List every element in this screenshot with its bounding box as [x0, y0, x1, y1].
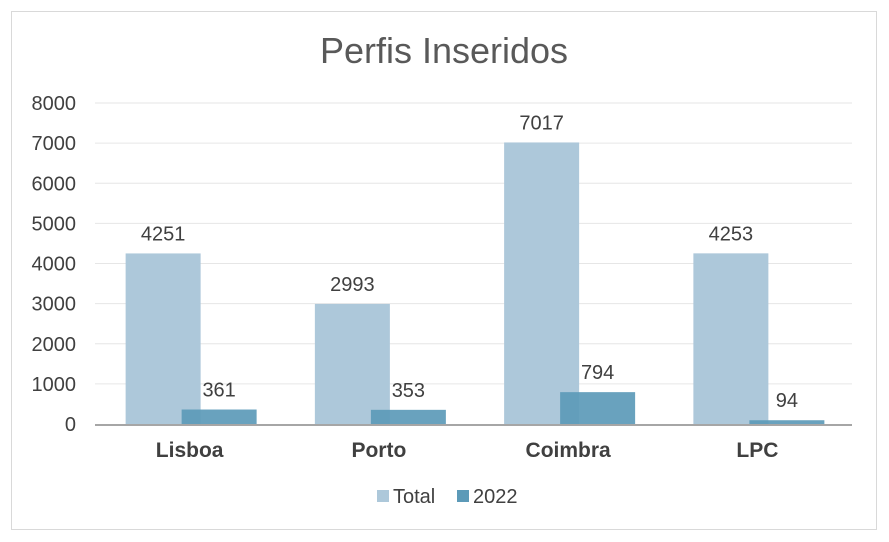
data-label-2022-lpc: 94 — [776, 390, 798, 412]
data-label-2022-porto: 353 — [392, 380, 425, 402]
data-labels: 4251 361 2993 353 7017 794 4253 94 — [141, 112, 798, 412]
bar-2022-porto — [370, 409, 446, 424]
x-axis-ticks: Lisboa Porto Coimbra LPC — [156, 439, 779, 462]
x-tick-label: LPC — [736, 439, 778, 462]
bar-total-porto — [314, 303, 390, 424]
data-label-total-coimbra: 7017 — [519, 112, 564, 134]
x-tick-label: Coimbra — [526, 439, 612, 462]
y-tick-label: 5000 — [32, 213, 77, 235]
y-tick-label: 3000 — [32, 294, 77, 316]
data-label-2022-lisboa: 361 — [202, 380, 235, 402]
legend-swatch-total — [377, 490, 389, 502]
legend-label-2022: 2022 — [473, 486, 518, 508]
chart-title: Perfis Inseridos — [320, 30, 568, 71]
bar-2022-lisboa — [181, 409, 257, 424]
legend: Total 2022 — [377, 486, 518, 508]
bar-total-lpc — [693, 253, 769, 424]
y-tick-label: 4000 — [32, 254, 77, 276]
y-tick-label: 2000 — [32, 334, 77, 356]
data-label-total-porto: 2993 — [330, 274, 375, 296]
legend-label-total: Total — [393, 486, 435, 508]
y-tick-label: 1000 — [32, 374, 77, 396]
legend-swatch-2022 — [457, 490, 469, 502]
y-tick-label: 8000 — [32, 93, 77, 115]
data-label-total-lpc: 4253 — [709, 223, 754, 245]
y-tick-label: 7000 — [32, 133, 77, 155]
bar-total-lisboa — [125, 253, 201, 424]
x-tick-label: Lisboa — [156, 439, 224, 462]
bars — [125, 142, 825, 424]
data-label-total-lisboa: 4251 — [141, 223, 186, 245]
y-axis-ticks: 0 1000 2000 3000 4000 5000 6000 7000 8000 — [32, 93, 77, 436]
y-tick-label: 0 — [65, 414, 76, 436]
bar-2022-coimbra — [560, 392, 636, 424]
bar-2022-lpc — [749, 420, 825, 424]
x-tick-label: Porto — [351, 439, 406, 462]
data-label-2022-coimbra: 794 — [581, 362, 614, 384]
bar-total-coimbra — [504, 142, 580, 424]
y-tick-label: 6000 — [32, 173, 77, 195]
